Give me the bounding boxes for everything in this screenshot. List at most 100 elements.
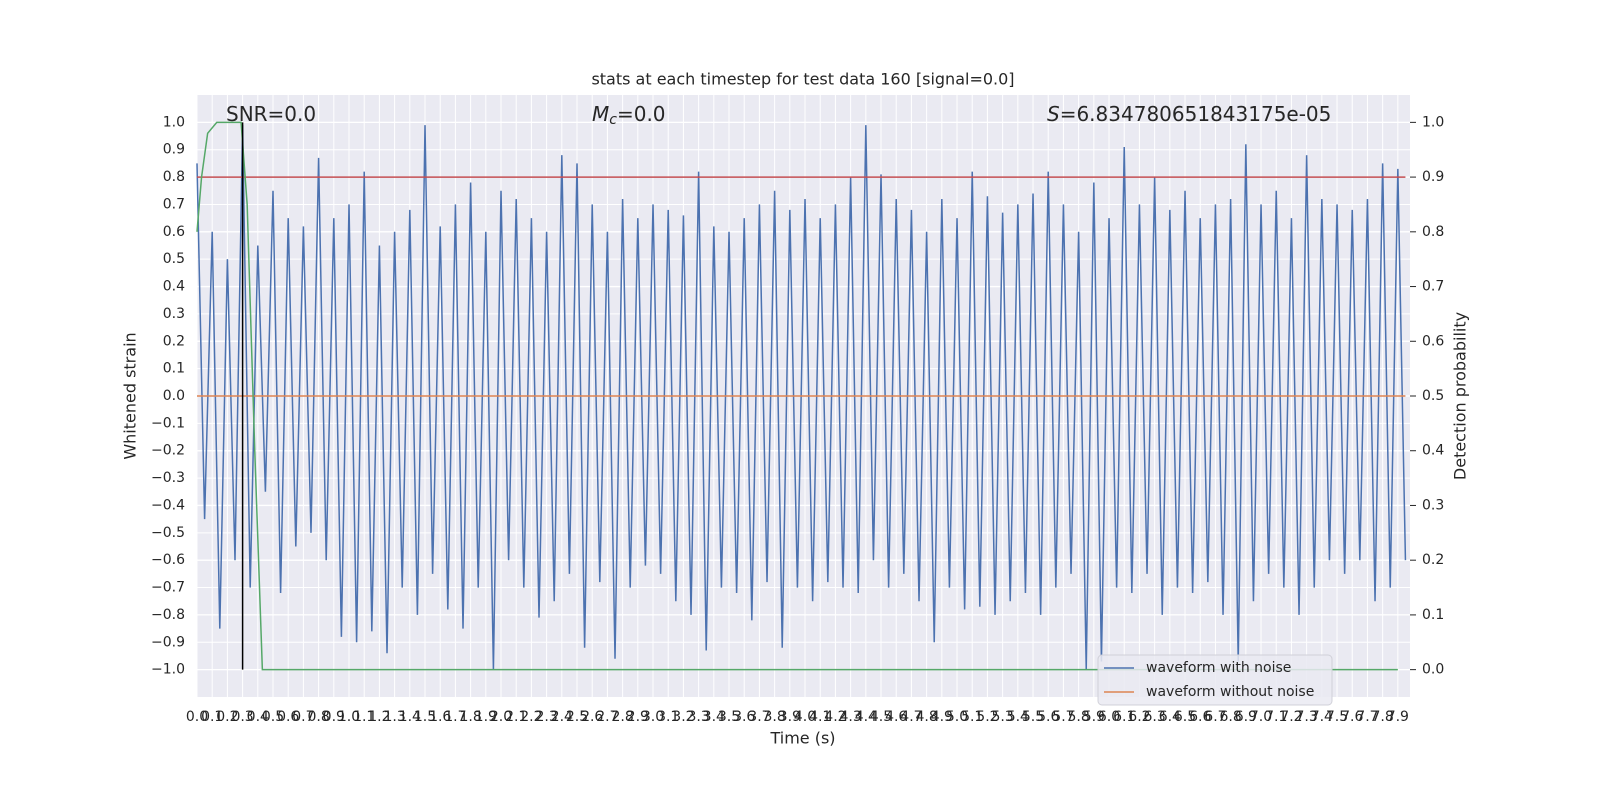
x-tick-label: 3.5: [718, 709, 740, 725]
y2-axis-label: Detection probability: [1451, 312, 1470, 480]
annotation-part: S: [1047, 102, 1060, 126]
y2-tick-label: 1.0: [1422, 114, 1444, 130]
x-tick-label: 6.4: [1159, 709, 1181, 725]
y-tick-label: 0.6: [163, 224, 185, 240]
x-tick-label: 5.7: [1052, 709, 1074, 725]
y-tick-label: 0.9: [163, 142, 185, 158]
x-tick-label: 4.7: [900, 709, 922, 725]
y-tick-label: 0.3: [163, 306, 185, 322]
x-tick-label: 5.4: [1007, 709, 1029, 725]
x-tick-label: 3.4: [703, 709, 725, 725]
y-tick-label: 0.7: [163, 196, 185, 212]
legend: waveform with noise waveform without nois…: [1097, 654, 1333, 706]
x-tick-label: 0.9: [323, 709, 345, 725]
x-tick-label: 2.9: [627, 709, 649, 725]
y-tick-label: −0.9: [151, 634, 185, 650]
annotation-part: =0.0: [617, 102, 666, 126]
x-tick-label: 2.5: [566, 709, 588, 725]
lines: [196, 121, 1407, 671]
x-tick-label: 7.9: [1387, 709, 1409, 725]
annotation-part: =6.834780651843175e-05: [1060, 102, 1332, 126]
x-tick-label: 4.8: [915, 709, 937, 725]
x-tick-label: 1.6: [429, 709, 451, 725]
x-tick-label: 2.6: [581, 709, 603, 725]
x-axis-label: Time (s): [769, 729, 835, 748]
x-tick-label: 0.0: [186, 709, 208, 725]
y2-tick-label: 0.4: [1422, 443, 1444, 459]
y-tick-label: −0.8: [151, 607, 185, 623]
x-tick-label: 1.8: [459, 709, 481, 725]
y-tick-label: 0.5: [163, 251, 185, 267]
y-tick-label: 0.2: [163, 333, 185, 349]
x-tick-label: 0.4: [247, 709, 269, 725]
y2-tick-label: 0.9: [1422, 169, 1444, 185]
x-tick-label: 4.6: [885, 709, 907, 725]
x-tick-label: 5.6: [1037, 709, 1059, 725]
x-tick-label: 2.7: [596, 709, 618, 725]
x-tick-label: 7.2: [1280, 709, 1302, 725]
y2-tick-label: 0.8: [1422, 224, 1444, 240]
x-tick-label: 1.1: [353, 709, 375, 725]
legend-label: waveform with noise: [1146, 660, 1291, 676]
x-tick-label: 2.2: [520, 709, 542, 725]
x-tick-label: 7.3: [1296, 709, 1318, 725]
x-tick-label: 2.4: [551, 709, 573, 725]
annotation: Mc=0.0: [592, 102, 666, 129]
x-tick-label: 7.1: [1265, 709, 1287, 725]
x-tick-label: 3.9: [779, 709, 801, 725]
x-tick-label: 6.5: [1174, 709, 1196, 725]
y-tick-label: −0.4: [151, 497, 185, 513]
labels: 0.00.10.20.30.40.50.60.70.80.91.01.11.21…: [151, 102, 1444, 726]
y2-tick-label: 0.3: [1422, 497, 1444, 513]
x-tick-label: 1.2: [368, 709, 390, 725]
x-tick-label: 6.8: [1220, 709, 1242, 725]
x-tick-label: 3.3: [687, 709, 709, 725]
x-tick-label: 6.0: [1098, 709, 1120, 725]
chart-title: stats at each timestep for test data 160…: [591, 70, 1014, 89]
y-tick-label: −0.1: [151, 415, 185, 431]
y-tick-label: 0.4: [163, 279, 185, 295]
x-tick-label: 7.0: [1250, 709, 1272, 725]
legend-label: waveform without noise: [1146, 684, 1314, 700]
y2-tick-label: 0.0: [1422, 662, 1444, 678]
annotation: SNR=0.0: [226, 102, 316, 126]
x-tick-label: 5.0: [946, 709, 968, 725]
x-tick-label: 7.7: [1356, 709, 1378, 725]
y2-tick-label: 0.2: [1422, 552, 1444, 568]
legend-box: [1097, 654, 1333, 706]
y-tick-label: −0.6: [151, 552, 185, 568]
x-tick-label: 0.1: [201, 709, 223, 725]
x-tick-label: 6.7: [1204, 709, 1226, 725]
x-tick-label: 1.5: [414, 709, 436, 725]
y2-tick-label: 0.5: [1422, 388, 1444, 404]
x-tick-label: 0.6: [277, 709, 299, 725]
x-tick-label: 5.2: [976, 709, 998, 725]
y-tick-label: 0.1: [163, 361, 185, 377]
y2-tick-label: 0.6: [1422, 333, 1444, 349]
x-tick-label: 5.9: [1083, 709, 1105, 725]
y-tick-label: −0.7: [151, 580, 185, 596]
y2-tick-label: 0.1: [1422, 607, 1444, 623]
x-tick-label: 1.7: [444, 709, 466, 725]
x-tick-label: 3.8: [763, 709, 785, 725]
annotation-part: c: [609, 112, 617, 128]
y-tick-label: −0.3: [151, 470, 185, 486]
x-tick-label: 1.9: [475, 709, 497, 725]
x-tick-label: 0.5: [262, 709, 284, 725]
x-tick-label: 7.4: [1311, 709, 1333, 725]
x-tick-label: 5.3: [991, 709, 1013, 725]
x-tick-label: 2.8: [611, 709, 633, 725]
x-tick-label: 4.4: [855, 709, 877, 725]
y-axis-label: Whitened strain: [121, 332, 140, 459]
x-tick-label: 0.7: [292, 709, 314, 725]
x-tick-label: 6.1: [1113, 709, 1135, 725]
x-tick-label: 1.4: [399, 709, 421, 725]
x-tick-label: 4.0: [794, 709, 816, 725]
x-tick-label: 2.1: [505, 709, 527, 725]
x-tick-label: 4.3: [839, 709, 861, 725]
x-tick-label: 2.3: [535, 709, 557, 725]
x-tick-label: 6.9: [1235, 709, 1257, 725]
x-tick-label: 4.9: [931, 709, 953, 725]
x-tick-label: 6.6: [1189, 709, 1211, 725]
y-tick-label: 0.0: [163, 388, 185, 404]
